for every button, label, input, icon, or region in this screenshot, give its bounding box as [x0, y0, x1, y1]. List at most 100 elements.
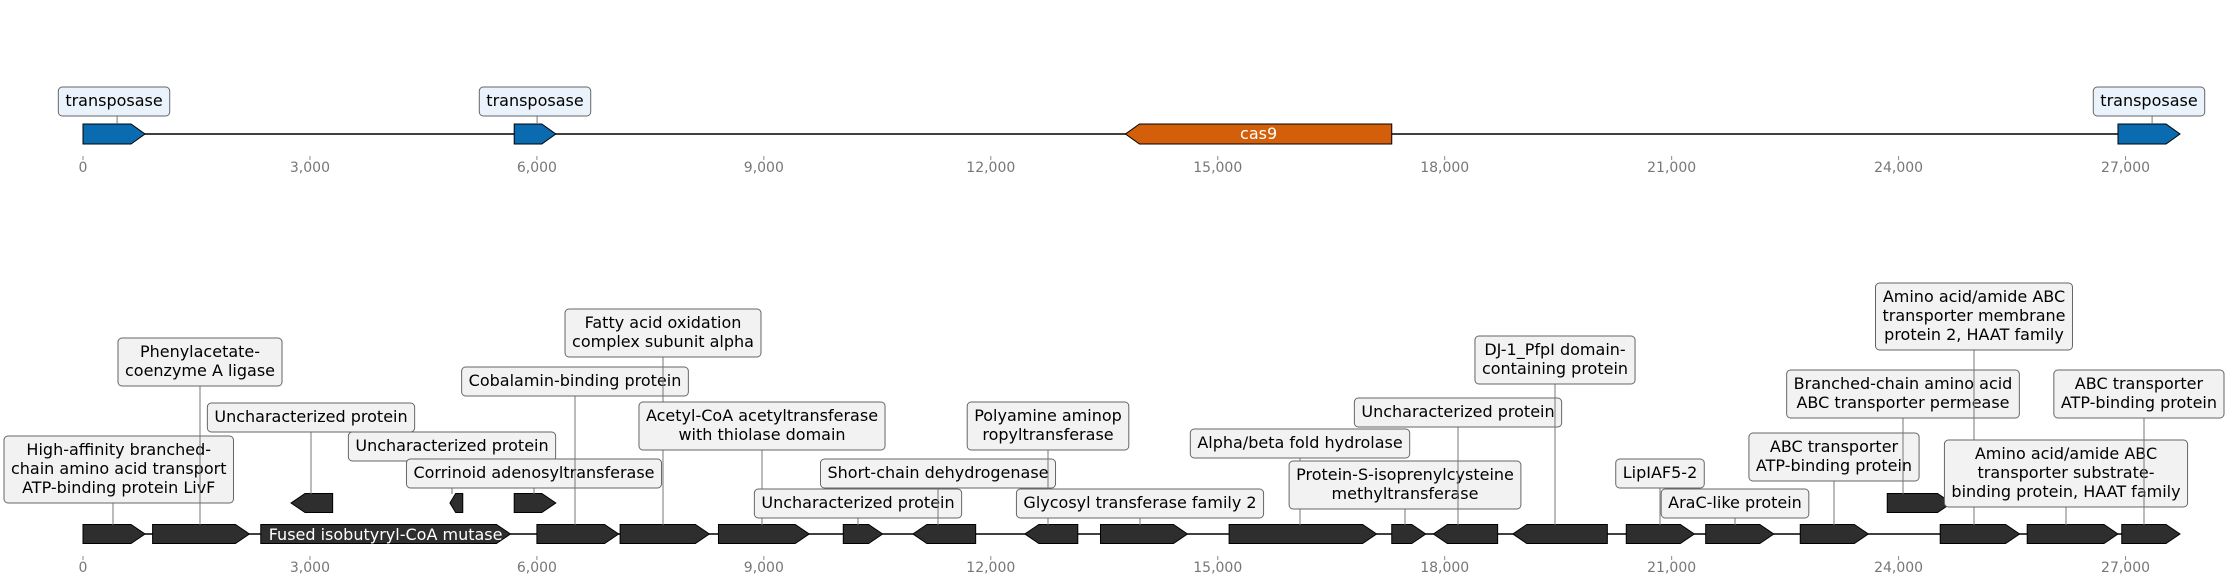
feature-label-box — [1015, 488, 1265, 519]
feature-label-box — [2053, 369, 2225, 419]
feature-label-text: Amino acid/amide ABC — [1883, 287, 2065, 306]
feature-label-box — [1875, 282, 2073, 351]
gene-arrow — [1511, 524, 1608, 544]
feature-label-box — [966, 401, 1130, 451]
feature-label-box — [1786, 369, 2020, 419]
gene-arrow — [1023, 524, 1079, 544]
transposase-gene-arrow — [513, 123, 557, 145]
feature-label-text: Branched-chain amino acid — [1794, 374, 2013, 393]
feature-label-box — [206, 402, 416, 433]
feature-label-text: Fatty acid oxidation — [585, 313, 742, 332]
feature-label-box — [405, 458, 663, 489]
feature-label-box — [1189, 428, 1411, 459]
top-axis-tick-label: 9,000 — [744, 160, 784, 176]
feature-label-text: Acetyl-CoA acetyltransferase — [646, 406, 878, 425]
gene-arrow — [1228, 524, 1378, 544]
feature-label-text: LipIAF5-2 — [1623, 463, 1698, 482]
feature-label-text: transposase — [486, 91, 583, 110]
top-axis-tick-label: 15,000 — [1193, 160, 1242, 176]
feature-label-text: AraC-like protein — [1668, 493, 1802, 512]
feature-label-box — [753, 488, 963, 519]
feature-label-text: Amino acid/amide ABC — [1975, 444, 2157, 463]
feature-label: Uncharacterized protein — [1353, 397, 1563, 428]
top-track: 0 3,000 6,000 9,000 12,000 15,000 18,000 21,000… — [57, 86, 2206, 176]
gene-arrow — [1432, 524, 1499, 544]
gene-arrow — [1886, 493, 1953, 513]
feature-label-text: chain amino acid transport — [11, 459, 226, 478]
feature-label-text: Cobalamin-binding protein — [469, 371, 682, 390]
feature-label-box — [1353, 397, 1563, 428]
feature-label-text: ABC transporter permease — [1796, 393, 2009, 412]
bottom-axis-tick-label: 12,000 — [966, 560, 1015, 576]
feature-label: Glycosyl transferase family 2 — [1015, 488, 1265, 519]
feature-label-text: complex subunit alpha — [572, 332, 754, 351]
feature-label-text: binding protein, HAAT family — [1951, 482, 2180, 501]
transposase-label: transposase — [478, 86, 592, 117]
feature-label-box — [1660, 488, 1810, 519]
cas9-gene-label: cas9 — [1240, 124, 1277, 143]
feature-label: Phenylacetate-coenzyme A ligase — [117, 337, 283, 387]
bottom-axis-tick-label: 3,000 — [290, 560, 330, 576]
feature-label: DJ-1_PfpI domain-containing protein — [1474, 335, 1636, 385]
gene-arrow — [1391, 524, 1427, 544]
feature-label: Uncharacterized protein — [753, 488, 963, 519]
bottom-axis-tick-label: 15,000 — [1193, 560, 1242, 576]
feature-label: Corrinoid adenosyltransferase — [405, 458, 663, 489]
feature-label-box — [461, 366, 689, 397]
feature-label-text: DJ-1_PfpI domain- — [1484, 340, 1625, 360]
feature-label-text: transporter substrate- — [1978, 463, 2155, 482]
feature-label-text: ABC transporter — [1770, 437, 1899, 456]
feature-label-text: Short-chain dehydrogenase — [827, 463, 1048, 482]
gene-arrow — [513, 493, 557, 513]
feature-label-box — [1748, 432, 1920, 482]
feature-label-box — [564, 308, 762, 358]
feature-label-text: Uncharacterized protein — [214, 407, 407, 426]
feature-label-text: transporter membrane — [1883, 306, 2066, 325]
gene-arrow — [449, 493, 464, 513]
feature-label: AraC-like protein — [1660, 488, 1810, 519]
feature-label-text: transposase — [65, 91, 162, 110]
feature-label: LipIAF5-2 — [1615, 458, 1705, 489]
bottom-track: 0 3,000 6,000 9,000 12,000 15,000 18,000 21,000… — [3, 282, 2225, 576]
feature-label-text: ATP-binding protein — [2061, 393, 2217, 412]
feature-label-text: methyltransferase — [1332, 484, 1479, 503]
feature-label-box — [1288, 460, 1522, 510]
feature-label-text: transposase — [2100, 91, 2197, 110]
bottom-axis-tick-label: 18,000 — [1420, 560, 1469, 576]
feature-label-box — [638, 401, 886, 451]
gene-arrow — [290, 493, 334, 513]
gene-arrow — [2026, 524, 2119, 544]
transposase-label: transposase — [2092, 86, 2206, 117]
top-axis-tick-label: 21,000 — [1647, 160, 1696, 176]
feature-label: Alpha/beta fold hydrolase — [1189, 428, 1411, 459]
feature-label-box — [1943, 439, 2189, 508]
feature-label: Uncharacterized protein — [347, 431, 557, 462]
feature-label-text: Polyamine aminop — [974, 406, 1122, 425]
bottom-axis-tick-label: 0 — [79, 560, 88, 576]
gene-arrow — [152, 524, 251, 544]
feature-label-text: containing protein — [1482, 359, 1628, 378]
feature-label-text: Phenylacetate- — [140, 342, 260, 361]
feature-label-text: ATP-binding protein LivF — [22, 478, 215, 497]
feature-label-text: ATP-binding protein — [1756, 456, 1912, 475]
feature-label-text: Uncharacterized protein — [1361, 402, 1554, 421]
feature-label-box — [3, 435, 234, 504]
gene-arrow — [536, 524, 620, 544]
feature-label-box — [819, 458, 1057, 489]
top-axis-tick-label: 12,000 — [966, 160, 1015, 176]
top-axis-tick-label: 27,000 — [2101, 160, 2150, 176]
feature-label-box — [1474, 335, 1636, 385]
top-axis-tick-label: 18,000 — [1420, 160, 1469, 176]
top-axis-tick-label: 6,000 — [517, 160, 557, 176]
feature-label-text: Uncharacterized protein — [761, 493, 954, 512]
gene-arrow — [2121, 524, 2181, 544]
feature-label-text: Uncharacterized protein — [355, 436, 548, 455]
gene-arrow — [1939, 524, 2021, 544]
feature-label-text: Alpha/beta fold hydrolase — [1197, 433, 1402, 452]
gene-arrow — [717, 524, 811, 544]
bottom-axis-tick-label: 24,000 — [1874, 560, 1923, 576]
